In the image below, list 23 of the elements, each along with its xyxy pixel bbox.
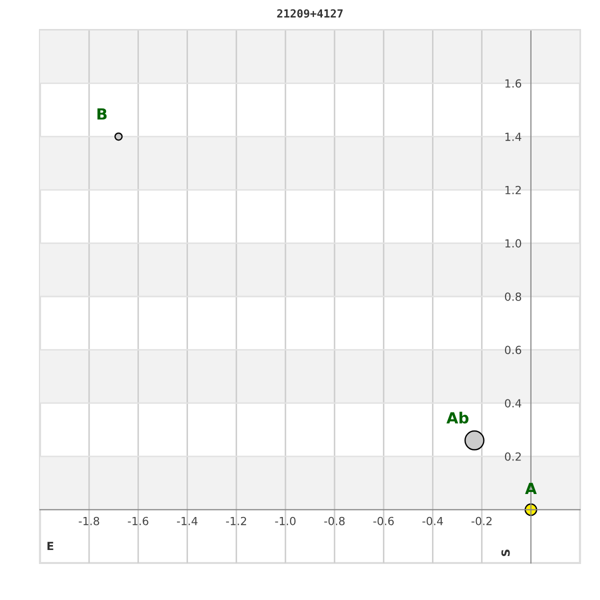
series-label: B bbox=[97, 108, 107, 120]
x-tick-label: -0.4 bbox=[422, 516, 443, 526]
y-tick-label: 0.4 bbox=[504, 399, 522, 408]
series-label: A bbox=[525, 482, 537, 494]
x-tick-label: -1.6 bbox=[128, 516, 148, 526]
x-tick-label: -1.2 bbox=[226, 516, 246, 526]
y-tick-label: 1.0 bbox=[505, 239, 522, 248]
y-tick-label: 1.6 bbox=[505, 79, 522, 88]
x-tick-label: -0.8 bbox=[324, 516, 345, 526]
x-tick-label: -0.2 bbox=[472, 516, 492, 526]
series-label: Ab bbox=[446, 412, 468, 424]
y-tick-label: 0.6 bbox=[504, 346, 522, 354]
chart-title: 21209+4127 bbox=[277, 9, 343, 18]
y-tick-label: 1.2 bbox=[505, 186, 521, 194]
x-tick-label: -1.0 bbox=[275, 516, 296, 526]
x-tick-label: -0.6 bbox=[373, 516, 394, 526]
x-tick-label: -1.4 bbox=[176, 516, 198, 526]
x-tick-label: -1.8 bbox=[78, 516, 100, 526]
y-tick-label: 0.2 bbox=[504, 452, 521, 461]
x-axis-title: E bbox=[48, 542, 54, 550]
y-axis-title: S bbox=[501, 550, 510, 556]
y-tick-label: 0.8 bbox=[504, 292, 522, 301]
y-tick-label: 1.4 bbox=[505, 132, 522, 141]
